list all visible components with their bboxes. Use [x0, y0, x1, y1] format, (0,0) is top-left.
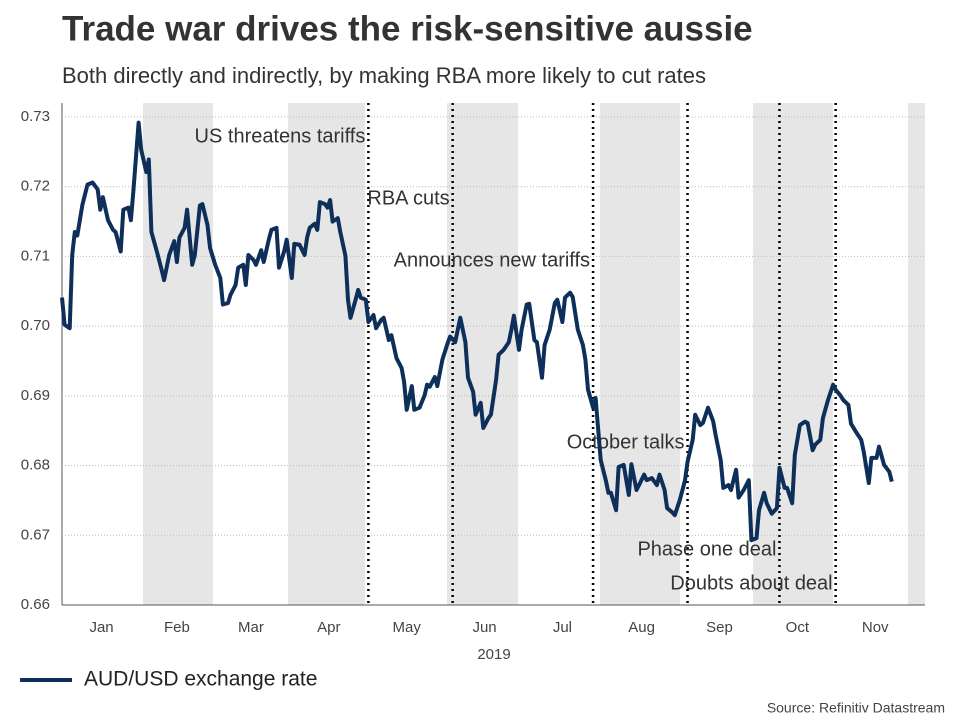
source: Source: Refinitiv Datastream — [767, 700, 945, 716]
x-tick-label: Oct — [786, 619, 810, 636]
x-tick-label: Apr — [317, 619, 340, 636]
chart-title: Trade war drives the risk-sensitive auss… — [62, 9, 753, 48]
shade — [143, 103, 213, 605]
x-tick-label: Jul — [553, 619, 572, 636]
y-tick-label: 0.71 — [21, 247, 50, 264]
legend-label: AUD/USD exchange rate — [84, 668, 317, 691]
data-line — [60, 120, 894, 543]
event-label: October talks — [567, 431, 685, 453]
y-tick-label: 0.68 — [21, 457, 50, 474]
y-tick-label: 0.69 — [21, 387, 50, 404]
x-tick-label: Feb — [164, 619, 190, 636]
x-tick-label: Jan — [89, 619, 113, 636]
shade — [600, 103, 680, 605]
shaded-bands — [143, 103, 925, 605]
x-tick-label: Mar — [238, 619, 264, 636]
x-tick-label: Jun — [472, 619, 496, 636]
event-label: US threatens tariffs — [195, 125, 366, 147]
x-tick-label: May — [393, 619, 422, 636]
x-tick-label: Nov — [862, 619, 889, 636]
shade — [288, 103, 365, 605]
event-label: RBA cuts — [367, 187, 449, 209]
chart-subtitle: Both directly and indirectly, by making … — [62, 63, 706, 88]
y-tick-label: 0.66 — [21, 596, 50, 613]
y-tick-label: 0.72 — [21, 178, 50, 195]
event-label: Phase one deal — [637, 538, 776, 560]
y-tick-label: 0.73 — [21, 108, 50, 125]
event-label: Doubts about deal — [670, 572, 832, 594]
y-tick-label: 0.70 — [21, 317, 50, 334]
shade — [447, 103, 518, 605]
shade — [908, 103, 925, 605]
shade — [753, 103, 833, 605]
x-tick-label: Sep — [706, 619, 733, 636]
y-tick-label: 0.67 — [21, 526, 50, 543]
event-label: Announces new tariffs — [394, 249, 590, 271]
x-tick-label: Aug — [628, 619, 655, 636]
x-axis-label: 2019 — [477, 646, 510, 663]
